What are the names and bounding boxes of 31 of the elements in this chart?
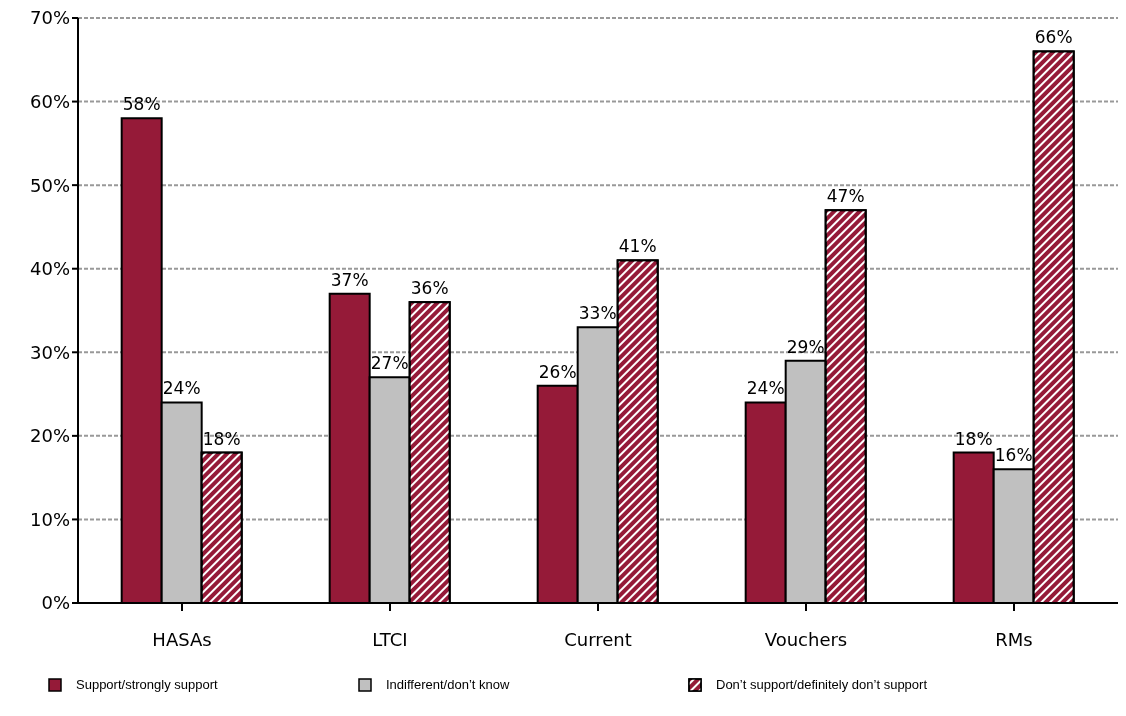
data-label: 37% (330, 269, 369, 290)
data-label: 18% (202, 428, 241, 449)
data-label: 36% (410, 278, 449, 299)
data-label: 27% (370, 353, 409, 374)
y-tick-label: 60% (29, 90, 70, 112)
data-label: 41% (618, 236, 657, 257)
data-label: 66% (1034, 27, 1073, 48)
y-tick-label: 10% (29, 508, 70, 530)
data-label: 18% (954, 428, 993, 449)
y-tick-label: 70% (29, 7, 70, 29)
y-tick-label: 30% (29, 341, 70, 363)
data-label: 47% (826, 186, 865, 207)
data-label: 29% (786, 336, 825, 357)
x-tick-label: LTCI (372, 628, 408, 650)
legend-label: Support/strongly support (76, 677, 218, 692)
legend-label: Don’t support/definitely don’t support (716, 677, 928, 692)
legend-label: Indifferent/don’t know (386, 677, 510, 692)
y-tick-label: 0% (41, 592, 70, 614)
data-label: 24% (746, 378, 785, 399)
data-label: 26% (538, 361, 577, 382)
y-tick-label: 20% (29, 425, 70, 447)
data-label: 58% (122, 94, 161, 115)
x-tick-label: Current (564, 628, 632, 650)
y-tick-label: 40% (29, 258, 70, 280)
y-tick-label: 50% (29, 174, 70, 196)
data-label: 24% (162, 378, 201, 399)
x-tick-label: Vouchers (764, 628, 848, 650)
data-label: 33% (578, 303, 617, 324)
x-tick-label: HASAs (152, 628, 212, 650)
x-tick-label: RMs (995, 628, 1033, 650)
data-label: 16% (994, 445, 1033, 466)
